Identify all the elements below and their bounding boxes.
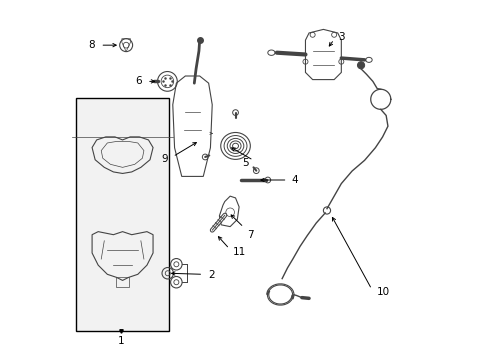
Text: 3: 3 bbox=[337, 32, 344, 41]
Text: 5: 5 bbox=[242, 158, 248, 168]
Text: 1: 1 bbox=[117, 336, 124, 346]
Text: 9: 9 bbox=[161, 154, 168, 164]
Text: 4: 4 bbox=[291, 175, 298, 185]
Text: 2: 2 bbox=[208, 270, 215, 280]
Bar bbox=[76, 98, 169, 330]
Text: 7: 7 bbox=[247, 230, 253, 240]
Text: 8: 8 bbox=[88, 40, 94, 50]
Text: 6: 6 bbox=[135, 76, 142, 86]
Circle shape bbox=[357, 62, 364, 69]
Text: 11: 11 bbox=[233, 247, 246, 257]
Text: 10: 10 bbox=[376, 287, 389, 297]
